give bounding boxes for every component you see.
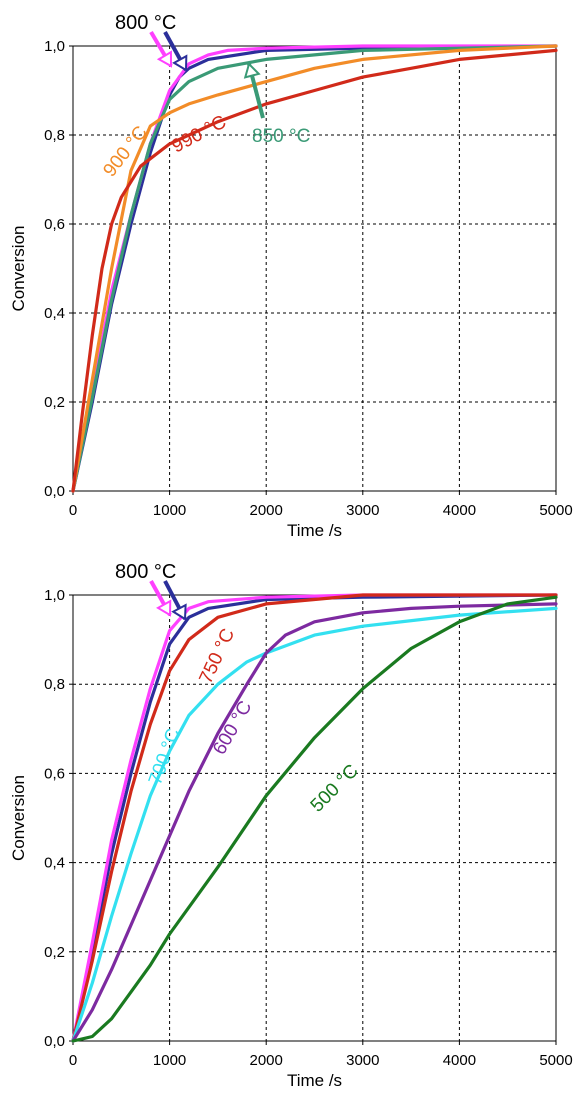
x-tick-label: 0	[69, 1052, 77, 1069]
chart-bottom-svg: 0 1000 2000 3000 4000 5000 0,0 0,2 0,4 0,6 0,8 1,0 T…	[9, 561, 573, 1090]
x-tick-label: 3000	[346, 502, 379, 519]
y-tick-label: 0,6	[44, 216, 65, 233]
plot-area	[72, 45, 557, 492]
x-tick-label: 1000	[153, 1052, 186, 1069]
x-tick-label: 4000	[443, 502, 476, 519]
y-tick-label: 0,0	[44, 483, 65, 500]
x-tick-label: 3000	[346, 1052, 379, 1069]
x-tick-label: 5000	[539, 1052, 572, 1069]
y-axis-label: Conversion	[9, 775, 28, 861]
annotation-arrowhead	[156, 50, 173, 68]
y-tick-label: 0,6	[44, 765, 65, 782]
annotation-arrowhead	[172, 54, 188, 72]
y-tick-label: 0,4	[44, 305, 65, 322]
series-line	[71, 48, 558, 493]
y-axis-label: Conversion	[9, 226, 28, 312]
y-tick-label: 1,0	[44, 38, 65, 55]
x-tick-label: 0	[69, 502, 77, 519]
conversion-chart-top: 0 1000 2000 3000 4000 5000 0,0 0,2 0,4 0,6 0,8 1,0 T…	[0, 0, 577, 551]
series-line	[71, 44, 558, 493]
series-line	[71, 44, 558, 493]
x-tick-label: 5000	[539, 502, 572, 519]
series-line	[71, 593, 558, 1043]
x-tick-label: 1000	[153, 502, 186, 519]
x-tick-label: 2000	[250, 1052, 283, 1069]
annotation-label: 800 °C	[115, 12, 176, 34]
y-tick-label: 1,0	[44, 587, 65, 604]
annotation-label: 850 °C	[252, 126, 310, 147]
y-tick-label: 0,4	[44, 855, 65, 872]
y-tick-label: 0,8	[44, 676, 65, 693]
annotation-label: 800 °C	[115, 561, 176, 583]
chart-top-svg: 0 1000 2000 3000 4000 5000 0,0 0,2 0,4 0,6 0,8 1,0 T…	[9, 12, 573, 540]
plot-area	[72, 594, 557, 1042]
series-line	[71, 595, 558, 1043]
annotation-arrowhead	[156, 599, 172, 617]
conversion-chart-bottom: 0 1000 2000 3000 4000 5000 0,0 0,2 0,4 0,6 0,8 1,0 T…	[0, 551, 577, 1102]
x-axis-label: Time /s	[287, 1071, 342, 1090]
y-tick-label: 0,8	[44, 127, 65, 144]
y-tick-label: 0,2	[44, 394, 65, 411]
x-axis-label: Time /s	[287, 521, 342, 540]
x-tick-label: 2000	[250, 502, 283, 519]
series-line	[71, 593, 558, 1043]
series-line	[71, 602, 558, 1043]
annotation-arrowhead	[171, 603, 187, 621]
y-tick-label: 0,0	[44, 1033, 65, 1050]
series-line	[71, 606, 558, 1043]
x-tick-label: 4000	[443, 1052, 476, 1069]
annotation-arrowhead	[243, 62, 261, 79]
y-tick-label: 0,2	[44, 944, 65, 961]
series-line	[71, 593, 558, 1043]
